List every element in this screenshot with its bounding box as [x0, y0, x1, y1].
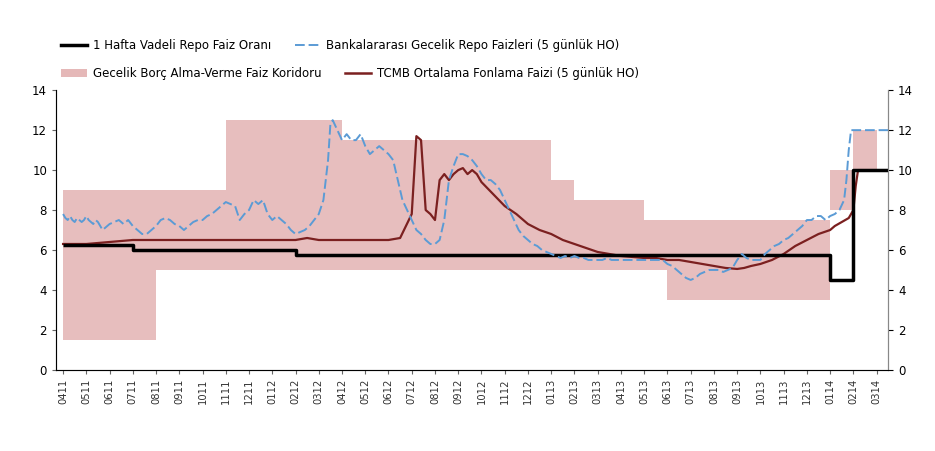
Legend: 1 Hafta Vadeli Repo Faiz Oranı, Bankalararası Gecelik Repo Faizleri (5 günlük HO: 1 Hafta Vadeli Repo Faiz Oranı, Bankalar… [56, 34, 625, 57]
